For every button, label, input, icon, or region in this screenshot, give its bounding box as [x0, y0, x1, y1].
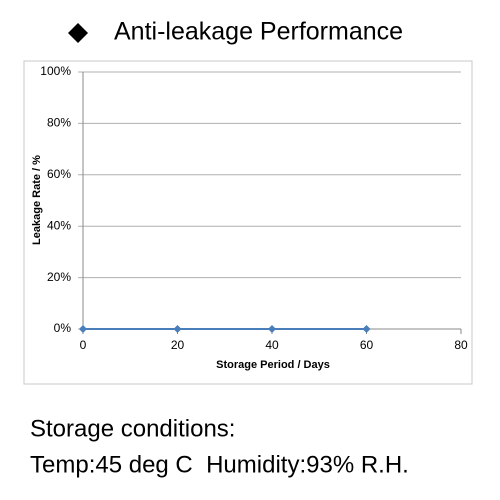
chart-title: Anti-leakage Performance — [114, 18, 403, 46]
y-tick-label: 100% — [40, 64, 71, 78]
y-tick-label: 60% — [47, 167, 71, 181]
x-tick-label: 40 — [265, 338, 279, 352]
x-tick-label: 60 — [360, 338, 374, 352]
y-axis-label: Leakage Rate / % — [31, 155, 43, 245]
data-point — [173, 325, 182, 333]
x-axis-label: Storage Period / Days — [216, 359, 330, 371]
chart-frame — [23, 60, 473, 385]
data-point — [362, 325, 371, 333]
y-tick-label: 80% — [47, 116, 71, 130]
data-point — [79, 325, 87, 333]
data-point — [268, 325, 276, 333]
y-tick-label: 40% — [47, 218, 71, 232]
title-bullet — [68, 23, 88, 43]
x-tick-label: 20 — [171, 338, 185, 352]
footer-line: Storage conditions: — [30, 415, 235, 442]
footer-line: Temp:45 deg C Humidity:93% R.H. — [30, 451, 409, 478]
x-tick-label: 0 — [80, 338, 87, 352]
y-tick-label: 0% — [54, 321, 72, 335]
y-tick-label: 20% — [47, 270, 71, 284]
x-tick-label: 80 — [454, 338, 468, 352]
